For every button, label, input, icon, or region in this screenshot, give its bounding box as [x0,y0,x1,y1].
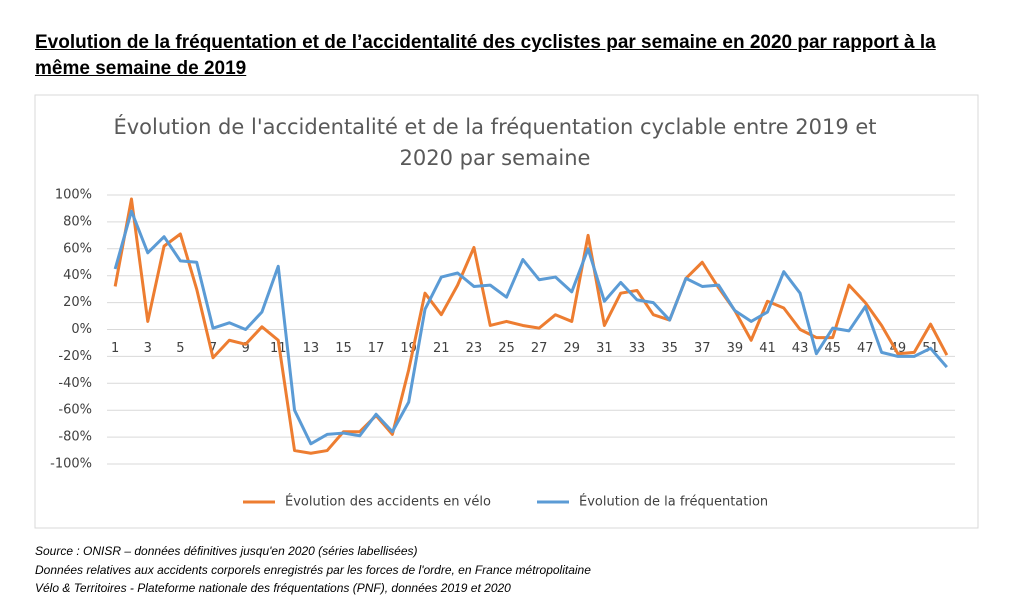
y-tick-label: 100% [55,188,92,203]
y-tick-label: -40% [58,376,92,391]
x-tick-label: 7 [209,341,217,356]
series-line [113,209,948,446]
x-tick-label: 5 [176,341,184,356]
x-tick-label: 17 [368,341,385,356]
chart-title: Évolution de l'accidentalité et de la fr… [113,115,877,170]
legend-label: Évolution des accidents en vélo [285,494,491,510]
y-tick-label: -100% [50,457,92,472]
x-tick-label: 15 [335,341,352,356]
x-tick-label: 37 [694,341,711,356]
x-tick-label: 29 [563,341,580,356]
source-line: Source : ONISR – données définitives jus… [35,544,418,558]
x-tick-label: 41 [759,341,776,356]
x-tick-label: 9 [241,341,249,356]
x-tick-label: 35 [661,341,678,356]
y-tick-label: 60% [63,241,92,256]
x-tick-label: 27 [531,341,548,356]
y-tick-label: -60% [58,403,92,418]
x-tick-label: 33 [629,341,646,356]
series-line [113,197,949,455]
y-tick-label: 20% [63,295,92,310]
y-tick-label: 0% [71,322,92,337]
x-tick-label: 21 [433,341,450,356]
chart-frame [34,94,979,529]
x-tick-label: 39 [727,341,744,356]
x-tick-label: 43 [792,341,809,356]
y-tick-label: -20% [58,349,92,364]
legend-label: Évolution de la fréquentation [579,494,768,510]
x-tick-label: 1 [111,341,119,356]
x-tick-label: 13 [303,341,320,356]
heading: Evolution de la fréquentation et de l’ac… [35,32,936,79]
y-tick-label: 40% [63,268,92,283]
source-line: Données relatives aux accidents corporel… [35,563,591,577]
x-tick-label: 31 [596,341,613,356]
x-tick-label: 47 [857,341,874,356]
x-tick-label: 3 [144,341,152,356]
source-line: Vélo & Territoires - Plateforme national… [35,581,511,595]
x-tick-label: 45 [824,341,841,356]
y-tick-label: -80% [58,430,92,445]
x-tick-label: 25 [498,341,515,356]
y-tick-label: 80% [63,214,92,229]
x-tick-label: 23 [466,341,483,356]
